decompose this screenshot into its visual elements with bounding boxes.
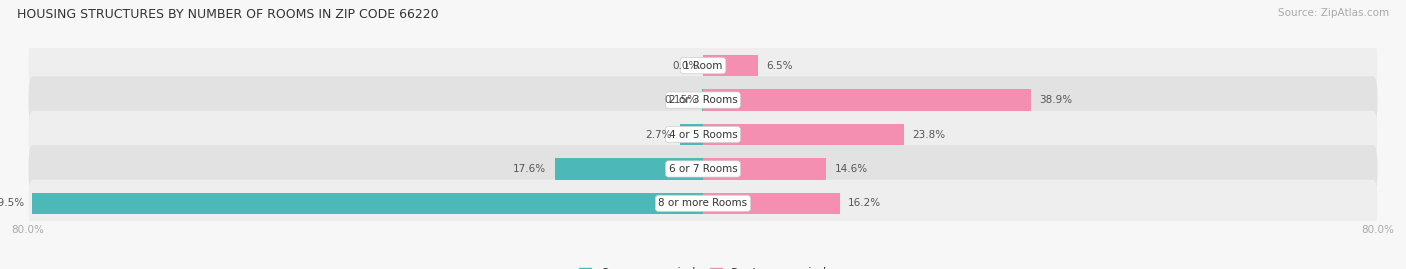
Text: Source: ZipAtlas.com: Source: ZipAtlas.com bbox=[1278, 8, 1389, 18]
Text: 0.0%: 0.0% bbox=[672, 61, 699, 71]
Bar bbox=[703, 55, 758, 76]
Text: 38.9%: 38.9% bbox=[1039, 95, 1073, 105]
FancyBboxPatch shape bbox=[28, 42, 1378, 89]
FancyBboxPatch shape bbox=[28, 180, 1378, 227]
Text: 0.15%: 0.15% bbox=[665, 95, 697, 105]
Text: 2.7%: 2.7% bbox=[645, 129, 672, 140]
Bar bbox=[703, 193, 839, 214]
FancyBboxPatch shape bbox=[28, 145, 1378, 193]
Text: 4 or 5 Rooms: 4 or 5 Rooms bbox=[669, 129, 737, 140]
Text: 6 or 7 Rooms: 6 or 7 Rooms bbox=[669, 164, 737, 174]
Bar bbox=[703, 124, 904, 145]
Text: 17.6%: 17.6% bbox=[513, 164, 546, 174]
Text: 6.5%: 6.5% bbox=[766, 61, 793, 71]
Text: 23.8%: 23.8% bbox=[912, 129, 945, 140]
Bar bbox=[32, 193, 703, 214]
Bar bbox=[681, 124, 703, 145]
Text: 14.6%: 14.6% bbox=[835, 164, 868, 174]
Text: 79.5%: 79.5% bbox=[0, 198, 24, 208]
FancyBboxPatch shape bbox=[28, 111, 1378, 158]
Bar bbox=[554, 158, 703, 180]
FancyBboxPatch shape bbox=[28, 76, 1378, 124]
Text: 8 or more Rooms: 8 or more Rooms bbox=[658, 198, 748, 208]
Bar bbox=[703, 158, 827, 180]
Bar bbox=[703, 89, 1031, 111]
Text: 16.2%: 16.2% bbox=[848, 198, 882, 208]
Legend: Owner-occupied, Renter-occupied: Owner-occupied, Renter-occupied bbox=[579, 267, 827, 269]
Text: 2 or 3 Rooms: 2 or 3 Rooms bbox=[669, 95, 737, 105]
Text: HOUSING STRUCTURES BY NUMBER OF ROOMS IN ZIP CODE 66220: HOUSING STRUCTURES BY NUMBER OF ROOMS IN… bbox=[17, 8, 439, 21]
Text: 1 Room: 1 Room bbox=[683, 61, 723, 71]
